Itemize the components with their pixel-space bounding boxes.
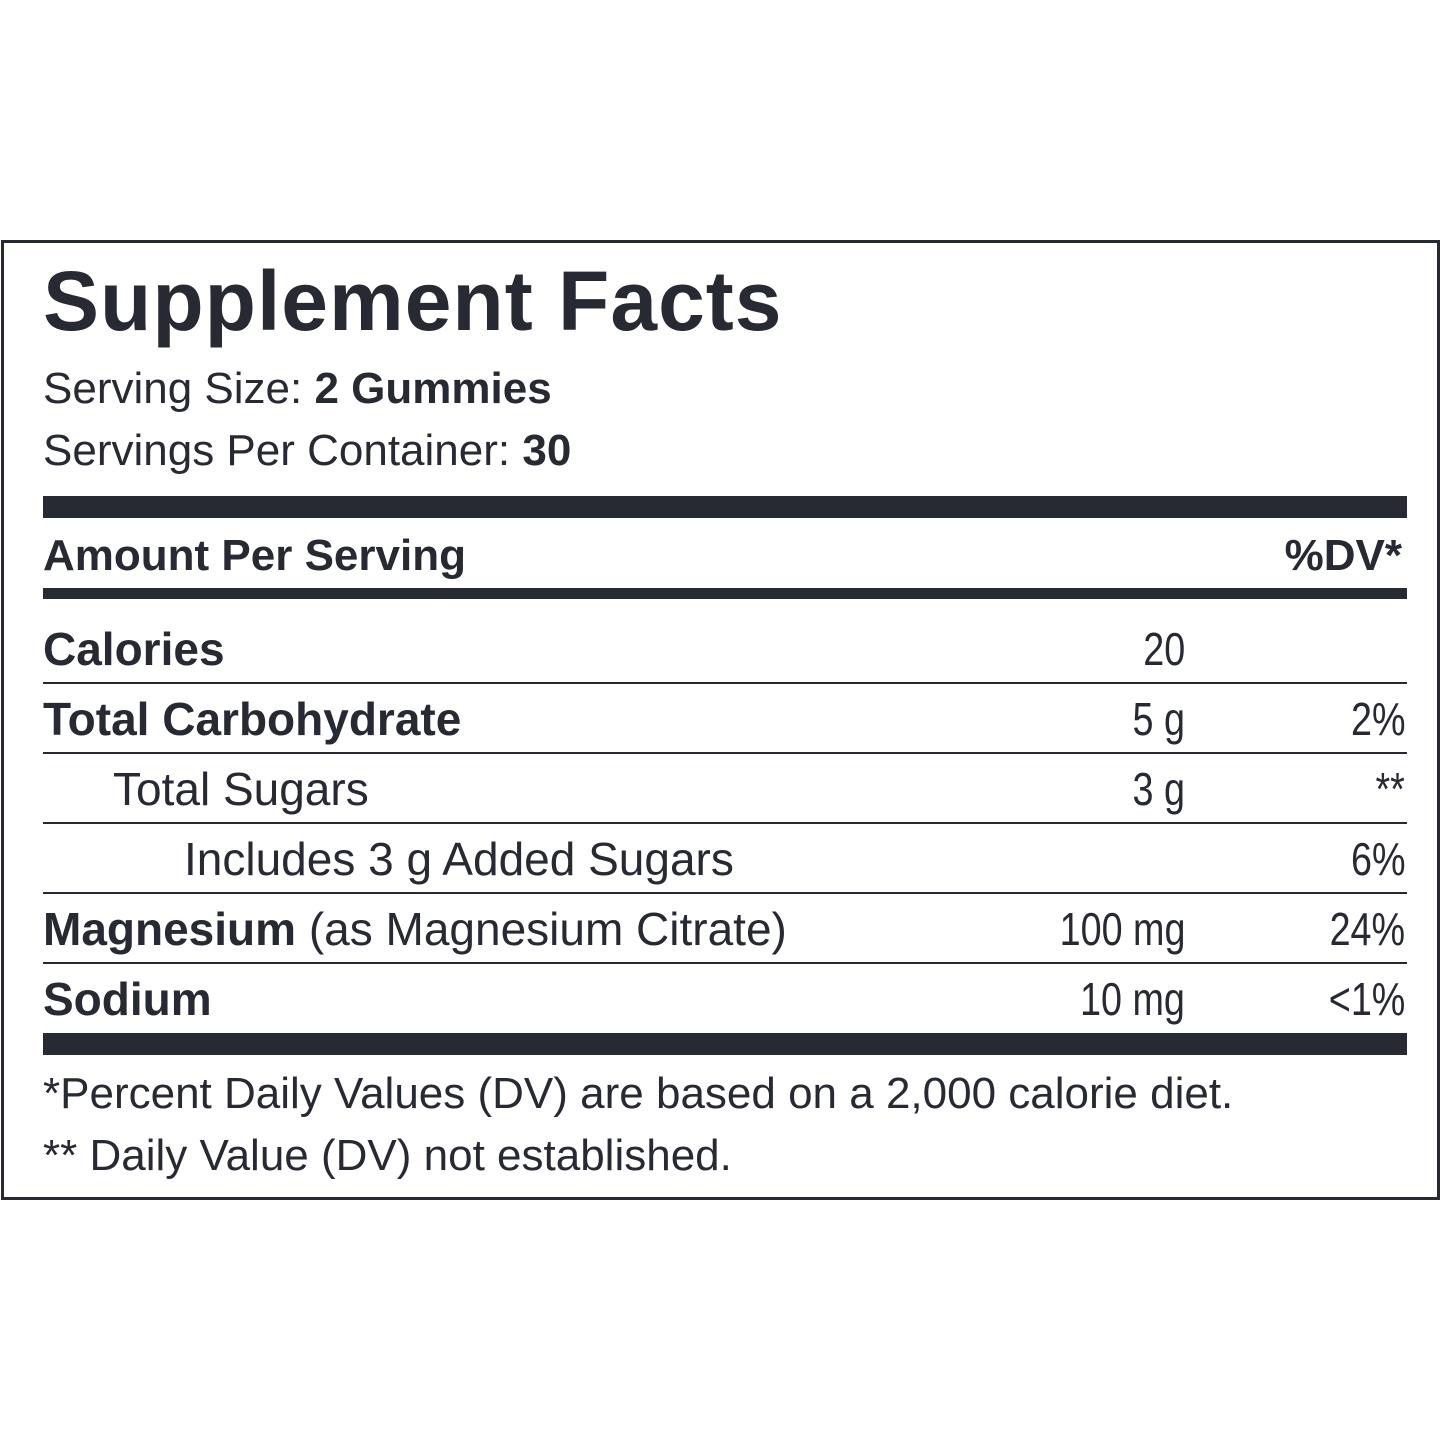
- panel-title: Supplement Facts: [43, 254, 783, 348]
- nutrient-name-group: Magnesium (as Magnesium Citrate): [43, 900, 787, 958]
- row-divider: [43, 752, 1407, 754]
- amount-per-serving-header: Amount Per Serving: [43, 531, 466, 580]
- footnote-dv-basis: *Percent Daily Values (DV) are based on …: [43, 1069, 1234, 1118]
- dv-header: %DV*: [1284, 531, 1402, 580]
- nutrient-amount: 100 mg: [1059, 903, 1185, 955]
- nutrient-amount: 5 g: [1132, 693, 1185, 745]
- row-divider: [43, 962, 1407, 964]
- nutrient-name: Sodium: [43, 973, 212, 1025]
- servings-per-container-value: 30: [522, 426, 572, 475]
- nutrient-row-total-carbohydrate: Total Carbohydrate 5 g 2%: [43, 684, 1407, 754]
- row-divider: [43, 892, 1407, 894]
- nutrient-dv: 24%: [1329, 903, 1405, 955]
- serving-size-label: Serving Size:: [43, 364, 303, 413]
- serving-size: Serving Size: 2 Gummies: [43, 361, 552, 417]
- nutrient-row-added-sugars: Includes 3 g Added Sugars 6%: [43, 824, 1407, 894]
- nutrient-row-sodium: Sodium 10 mg <1%: [43, 964, 1407, 1030]
- row-divider: [43, 682, 1407, 684]
- nutrient-name: Magnesium: [43, 903, 297, 955]
- nutrient-row-calories: Calories 20: [43, 614, 1407, 684]
- nutrient-name: Total Carbohydrate: [43, 693, 462, 745]
- nutrient-dv: <1%: [1328, 973, 1405, 1025]
- row-divider: [43, 822, 1407, 824]
- nutrient-amount: 3 g: [1132, 763, 1185, 815]
- nutrient-dv: **: [1375, 763, 1405, 815]
- nutrient-row-magnesium: Magnesium (as Magnesium Citrate) 100 mg …: [43, 894, 1407, 964]
- supplement-facts-panel: Supplement Facts Serving Size: 2 Gummies…: [1, 240, 1440, 1200]
- serving-size-value: 2 Gummies: [314, 364, 552, 413]
- nutrient-name: Calories: [43, 623, 225, 675]
- servings-per-container: Servings Per Container: 30: [43, 423, 571, 479]
- medium-divider: [43, 588, 1407, 599]
- nutrient-amount: 20: [1143, 623, 1185, 675]
- thick-divider-bottom: [43, 1033, 1407, 1055]
- nutrient-amount: 10 mg: [1080, 973, 1185, 1025]
- nutrient-row-total-sugars: Total Sugars 3 g **: [43, 754, 1407, 824]
- nutrient-name: Total Sugars: [113, 763, 369, 815]
- footnote-dv-not-established: ** Daily Value (DV) not established.: [43, 1131, 732, 1180]
- nutrient-detail: (as Magnesium Citrate): [308, 903, 787, 955]
- servings-per-container-label: Servings Per Container:: [43, 426, 511, 475]
- nutrient-name: Includes 3 g Added Sugars: [184, 833, 734, 885]
- thick-divider-top: [43, 496, 1407, 518]
- nutrient-dv: 2%: [1350, 693, 1405, 745]
- nutrient-dv: 6%: [1350, 833, 1405, 885]
